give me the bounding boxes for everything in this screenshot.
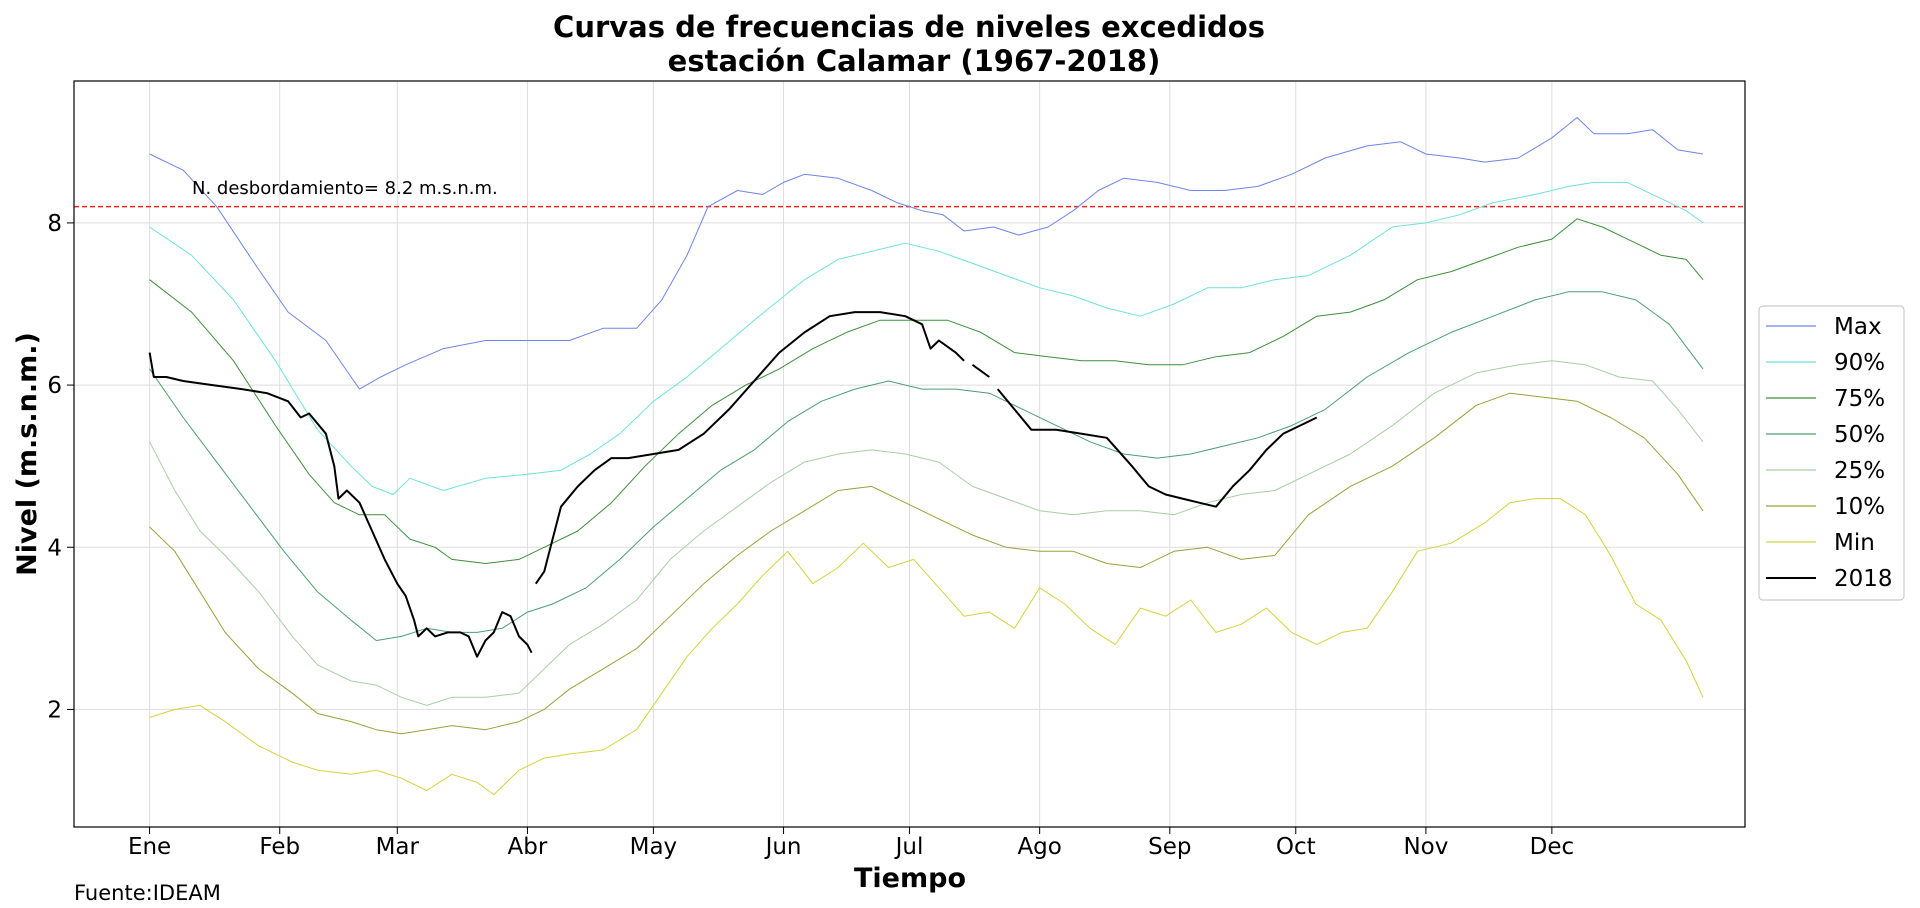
y-tick-label: 8	[47, 211, 62, 237]
series-line-90pct	[149, 181, 1704, 495]
x-tick-label: May	[630, 834, 678, 860]
legend-label: 50%	[1834, 422, 1885, 448]
legend-label: 25%	[1834, 458, 1885, 484]
x-tick-label: Oct	[1276, 834, 1316, 860]
x-tick-label: Jun	[764, 834, 802, 860]
y-axis-label: Nivel (m.s.n.m.)	[12, 332, 43, 576]
x-axis-ticks: Ene Feb Mar Abr May Jun Jul Ago Sep Oct Nov Dec	[128, 827, 1574, 860]
x-tick-label: Mar	[376, 834, 420, 860]
x-tick-label: Ago	[1017, 834, 1061, 860]
series-line-75pct	[149, 218, 1704, 564]
y-tick-label: 2	[47, 697, 62, 723]
y-axis-ticks: 2 4 6 8	[47, 211, 74, 723]
legend-label: 75%	[1834, 386, 1885, 412]
series-lines	[148, 117, 1704, 796]
x-tick-label: Abr	[508, 834, 548, 860]
legend-label: 90%	[1834, 350, 1885, 376]
x-tick-label: Sep	[1148, 834, 1191, 860]
x-tick-label: Dec	[1530, 834, 1575, 860]
series-line-Min	[149, 498, 1704, 796]
x-tick-label: Feb	[259, 834, 300, 860]
series-line-Max	[149, 117, 1704, 390]
x-tick-label: Jul	[894, 834, 924, 860]
grid-lines	[74, 81, 1745, 827]
legend-label: Min	[1834, 530, 1875, 556]
series-line-25pct	[149, 360, 1704, 706]
legend-label: Max	[1834, 314, 1882, 340]
legend: Max 90% 75% 50% 25% 10% Min 2018	[1758, 305, 1905, 601]
threshold-annotation: N. desbordamiento= 8.2 m.s.n.m.	[192, 178, 498, 199]
legend-label: 2018	[1834, 566, 1893, 592]
x-tick-label: Ene	[128, 834, 171, 860]
legend-box	[1758, 305, 1905, 601]
series-line-50pct	[149, 291, 1704, 641]
source-note: Fuente:IDEAM	[74, 881, 221, 905]
legend-label: 10%	[1834, 494, 1885, 520]
y-tick-label: 4	[47, 535, 62, 561]
chart-title-line-1: Curvas de frecuencias de niveles excedid…	[553, 10, 1265, 44]
chart-title-line-2: estación Calamar (1967-2018)	[668, 44, 1161, 78]
x-tick-label: Nov	[1403, 834, 1448, 860]
series-line-10pct	[149, 392, 1704, 735]
x-axis-label: Tiempo	[854, 863, 966, 894]
y-tick-label: 6	[47, 373, 62, 399]
series-line-2018	[148, 311, 1318, 658]
